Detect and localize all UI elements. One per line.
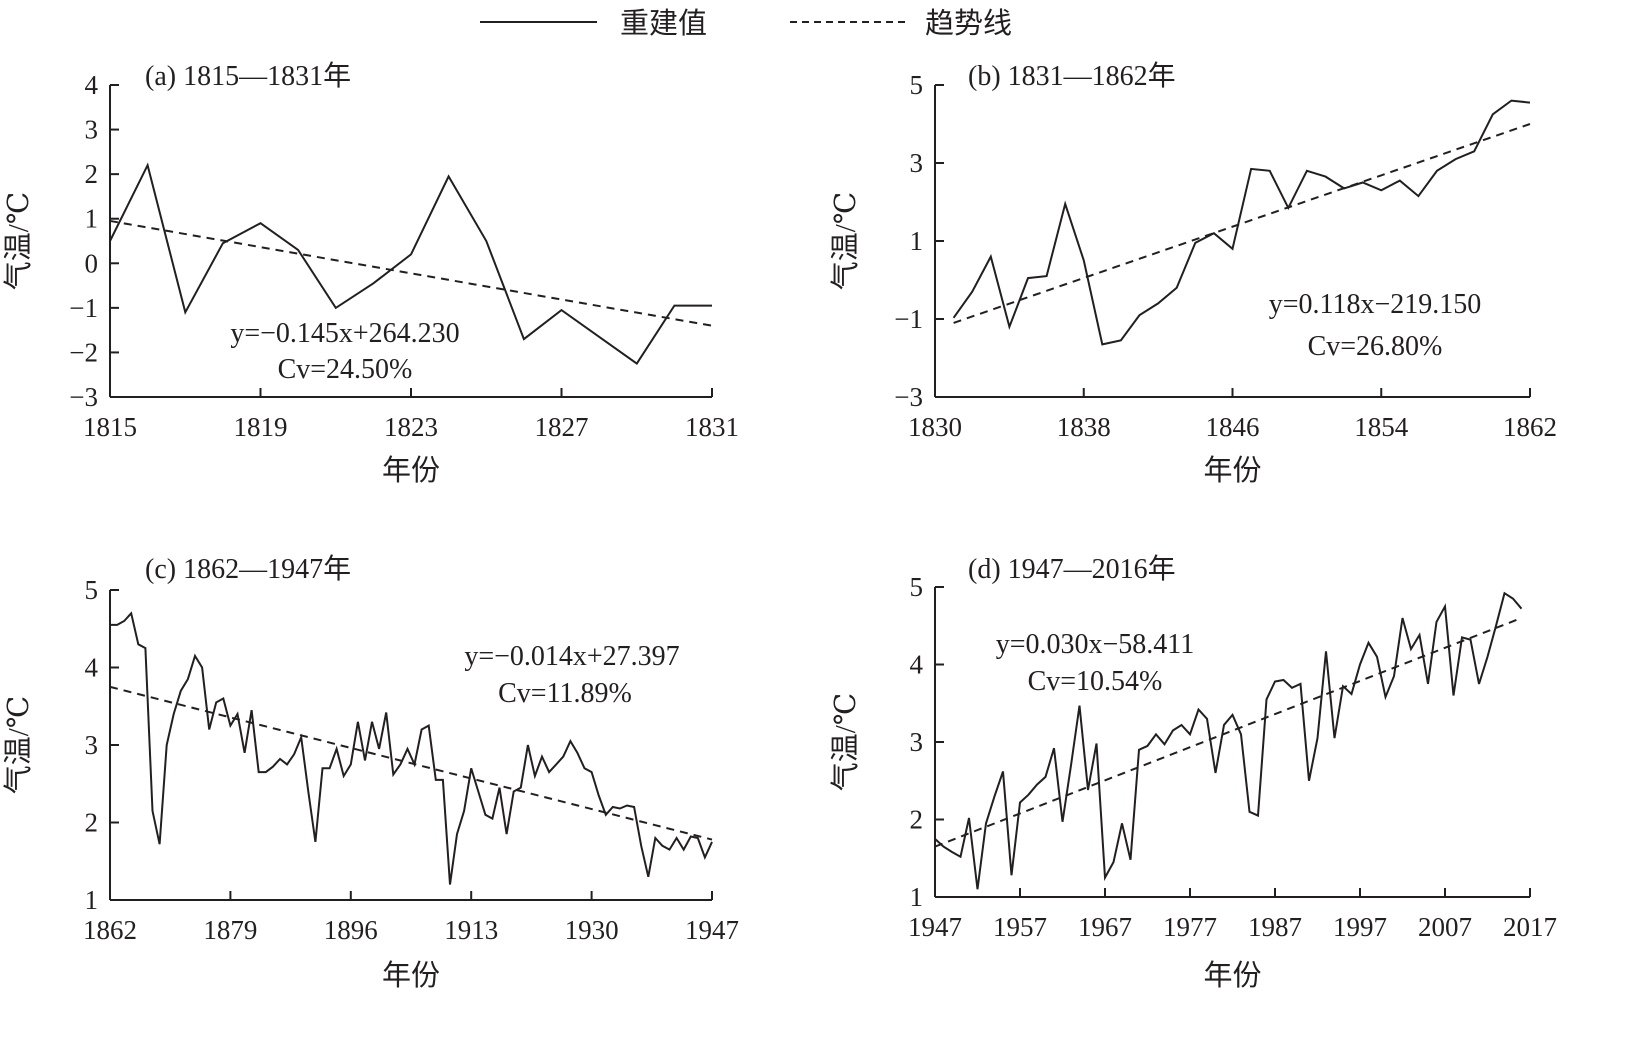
x-tick-label: 1977 bbox=[1163, 912, 1217, 942]
panel-d: 1 2 3 4 5 1947 1957 1967 1977 1987 1997 2007 2017 (d)… bbox=[829, 553, 1557, 992]
x-axis-label: 年份 bbox=[382, 959, 440, 992]
regression-equation: y=0.118x−219.150 bbox=[1269, 289, 1482, 320]
y-tick-label: 3 bbox=[910, 148, 924, 178]
legend-trend-label: 趋势线 bbox=[925, 7, 1012, 40]
cv-label: Cv=26.80% bbox=[1308, 331, 1443, 362]
reconstructed-series-line bbox=[109, 162, 712, 366]
y-tick-label: 4 bbox=[85, 70, 99, 100]
y-tick-label: 4 bbox=[85, 653, 99, 683]
regression-equation: y=−0.014x+27.397 bbox=[464, 641, 679, 672]
y-tick-label: 4 bbox=[910, 650, 924, 680]
x-tick-label: 1879 bbox=[203, 915, 257, 945]
y-tick-label: 1 bbox=[910, 882, 924, 912]
y-tick-label: 1 bbox=[85, 885, 99, 915]
cv-label: Cv=10.54% bbox=[1028, 666, 1163, 697]
y-tick-label: −1 bbox=[69, 293, 98, 323]
x-tick-label: 1913 bbox=[444, 915, 498, 945]
x-tick-label: 1987 bbox=[1248, 912, 1302, 942]
x-tick-label: 1947 bbox=[685, 915, 739, 945]
x-tick-label: 1819 bbox=[234, 412, 288, 442]
x-tick-label: 1838 bbox=[1057, 412, 1111, 442]
y-axis-label: 气温/℃ bbox=[829, 693, 862, 792]
x-tick-label: 1827 bbox=[535, 412, 589, 442]
regression-equation: y=0.030x−58.411 bbox=[996, 629, 1195, 660]
x-tick-label: 1957 bbox=[993, 912, 1047, 942]
y-tick-label: 1 bbox=[85, 204, 99, 234]
legend-reconstructed-label: 重建值 bbox=[620, 7, 707, 40]
x-tick-label: 1997 bbox=[1333, 912, 1387, 942]
x-tick-label: 1846 bbox=[1206, 412, 1260, 442]
y-tick-label: 0 bbox=[85, 248, 99, 278]
x-tick-label: 1823 bbox=[384, 412, 438, 442]
x-tick-label: 1896 bbox=[324, 915, 378, 945]
y-tick-label: 1 bbox=[910, 226, 924, 256]
y-axis-label: 气温/℃ bbox=[2, 696, 35, 795]
reconstructed-series-line bbox=[952, 99, 1531, 346]
y-tick-label: 3 bbox=[910, 727, 924, 757]
y-tick-label: −1 bbox=[894, 304, 923, 334]
y-tick-label: 5 bbox=[910, 572, 924, 602]
trend-line bbox=[109, 219, 713, 327]
x-tick-label: 1947 bbox=[908, 912, 962, 942]
y-tick-label: 3 bbox=[85, 730, 99, 760]
x-tick-label: 1830 bbox=[908, 412, 962, 442]
panel-c: 1 2 3 4 5 1862 1879 1896 1913 1930 1947 (c) 1862—19… bbox=[2, 553, 739, 992]
panel-title: (b) 1831—1862年 bbox=[968, 60, 1176, 92]
reconstructed-series-line bbox=[934, 591, 1523, 890]
x-tick-label: 1862 bbox=[1503, 412, 1557, 442]
cv-label: Cv=24.50% bbox=[278, 354, 413, 385]
x-axis-label: 年份 bbox=[382, 454, 440, 487]
y-tick-label: 5 bbox=[910, 70, 924, 100]
panel-title: (d) 1947—2016年 bbox=[968, 553, 1176, 585]
y-axis-label: 气温/℃ bbox=[2, 192, 35, 291]
panel-title: (c) 1862—1947年 bbox=[145, 553, 351, 585]
panel-title: (a) 1815—1831年 bbox=[145, 60, 351, 92]
trend-line bbox=[953, 123, 1531, 324]
x-tick-label: 1854 bbox=[1354, 412, 1409, 442]
x-tick-label: 2017 bbox=[1503, 912, 1557, 942]
y-tick-label: 3 bbox=[85, 115, 99, 145]
trend-line bbox=[109, 685, 713, 841]
x-tick-label: 2007 bbox=[1418, 912, 1472, 942]
x-axis-label: 年份 bbox=[1203, 454, 1261, 487]
x-tick-label: 1831 bbox=[685, 412, 739, 442]
y-tick-label: 5 bbox=[85, 575, 99, 605]
panel-a: −3 −2 −1 0 1 2 3 4 1815 1819 1823 1827 1831 (a) 1815—… bbox=[2, 60, 739, 487]
y-tick-label: −2 bbox=[69, 337, 98, 367]
panel-b: −3 −1 1 3 5 1830 1838 1846 1854 1862 (b) 1831—1862… bbox=[829, 60, 1557, 487]
regression-equation: y=−0.145x+264.230 bbox=[230, 318, 459, 349]
y-tick-label: −3 bbox=[894, 382, 923, 412]
x-tick-label: 1967 bbox=[1078, 912, 1132, 942]
x-tick-label: 1815 bbox=[83, 412, 137, 442]
trend-line bbox=[934, 617, 1522, 848]
y-tick-label: −3 bbox=[69, 382, 98, 412]
reconstructed-series-line bbox=[110, 611, 713, 885]
cv-label: Cv=11.89% bbox=[498, 678, 632, 709]
y-tick-label: 2 bbox=[910, 805, 924, 835]
legend: 重建值 趋势线 bbox=[480, 7, 1012, 40]
x-tick-label: 1862 bbox=[83, 915, 137, 945]
y-tick-label: 2 bbox=[85, 808, 99, 838]
y-tick-label: 2 bbox=[85, 159, 99, 189]
x-axis-label: 年份 bbox=[1203, 959, 1261, 992]
y-axis-label: 气温/℃ bbox=[829, 192, 862, 291]
x-tick-label: 1930 bbox=[565, 915, 619, 945]
